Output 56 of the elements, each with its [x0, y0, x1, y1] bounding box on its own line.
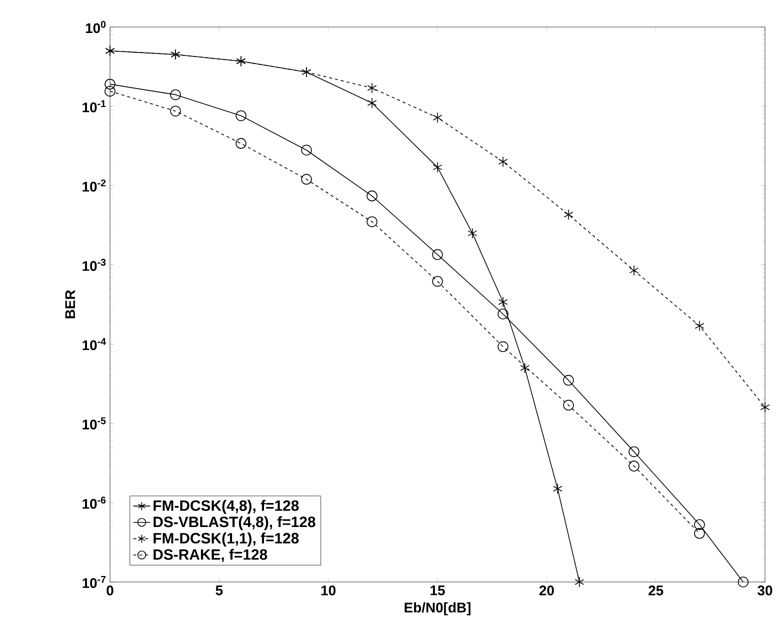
point — [498, 341, 508, 352]
point — [552, 483, 562, 494]
x-tick-label: 25 — [648, 586, 664, 596]
x-tick-label: 10 — [321, 586, 336, 596]
point — [367, 98, 377, 108]
point — [520, 362, 530, 374]
legend-label: FM-DCSK(4,8), f=128 — [154, 500, 299, 514]
point — [498, 308, 508, 320]
point — [104, 78, 116, 90]
x-axis-title: Eb/N0[dB] — [404, 602, 470, 616]
y-tick-label: 10$^{-2}$ — [82, 180, 106, 192]
y-tick-label: 10$^{-6}$ — [82, 496, 106, 509]
y-tick-label: 10$^{-5}$ — [82, 417, 106, 430]
point — [432, 249, 443, 260]
point — [468, 228, 478, 239]
point — [574, 576, 584, 588]
point — [628, 460, 640, 472]
x-tick-label: 5 — [216, 586, 223, 596]
point — [301, 144, 312, 156]
y-tick-label: 10$^{-4}$ — [82, 338, 106, 350]
legend-label: FM-DCSK(1,1), f=128 — [154, 532, 299, 546]
point — [236, 110, 246, 122]
point — [498, 156, 508, 168]
point — [432, 276, 443, 287]
point — [366, 190, 378, 202]
point — [236, 138, 246, 149]
y-tick-label: 10$^{-7}$ — [82, 576, 106, 588]
point — [694, 528, 705, 539]
point — [104, 86, 116, 97]
y-tick-label: 10$^{-3}$ — [82, 258, 106, 271]
point — [628, 446, 640, 458]
point — [366, 216, 378, 228]
point — [564, 209, 574, 220]
y-tick-label: 10$^{-1}$ — [82, 100, 106, 112]
point — [694, 519, 705, 530]
point — [170, 106, 181, 116]
point — [738, 576, 749, 588]
point — [170, 89, 181, 100]
point — [760, 402, 770, 413]
x-tick-label: 15 — [430, 586, 445, 596]
x-tick-label: 30 — [758, 586, 772, 596]
legend-label: DS-VBLAST(4,8), f=128 — [154, 516, 316, 530]
point — [563, 374, 574, 386]
y-axis-title: BER — [65, 290, 75, 318]
point — [432, 112, 442, 123]
x-tick-label: 20 — [539, 586, 554, 596]
point — [367, 82, 377, 94]
point — [563, 400, 574, 411]
point — [629, 265, 639, 276]
y-tick-label: 10$^{0}$ — [86, 20, 106, 34]
point — [498, 296, 508, 308]
point — [694, 320, 704, 332]
point — [301, 174, 312, 185]
x-tick-label: 0 — [106, 586, 114, 596]
legend-label: DS-RAKE, f=128 — [154, 548, 268, 562]
point — [432, 162, 442, 173]
